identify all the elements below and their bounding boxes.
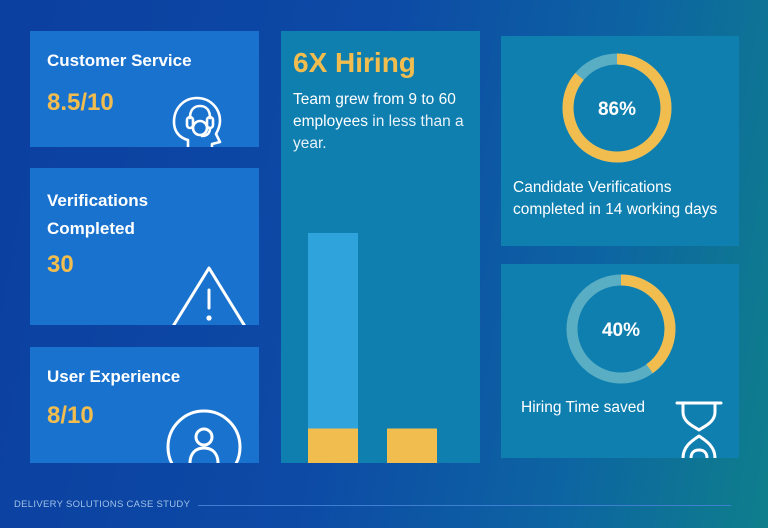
hiring-title: 6X Hiring [293,47,416,78]
hiring-description-rest: in less than a year. [293,113,464,152]
candidate-donut-fill [562,53,672,163]
candidate-verifications-card: 86% Candidate Verifications completed in… [501,36,739,246]
verifications-card: Verifications Completed 30 [30,168,259,325]
customer-service-card: Customer Service 8.5/10 [30,31,259,147]
verifications-count: 30 [47,251,74,278]
warning-triangle-icon [172,266,246,325]
hiring-description: Team grew from 9 to 60 employees in less… [293,89,473,155]
candidate-percent: 86% [598,99,636,120]
hiring-card: 6X Hiring Team grew from 9 to 60 employe… [281,31,480,463]
hiring-time-donut-fill [566,274,676,384]
footer-divider [198,505,731,506]
user-experience-title: User Experience [47,367,181,386]
candidate-caption: Candidate Verifications completed in 14 … [513,179,718,218]
footer-label: DELIVERY SOLUTIONS CASE STUDY [14,499,191,510]
hiring-bar-chart [308,233,437,463]
verifications-title-line2: Completed [47,219,135,238]
customer-service-score: 8.5/10 [47,89,114,116]
hourglass-icon [675,401,723,458]
user-experience-score: 8/10 [47,402,94,429]
bar-before-original-team [308,428,358,463]
hiring-time-caption: Hiring Time saved [521,399,646,416]
headset-icon [172,96,222,147]
bar-before-growth [308,233,358,429]
verifications-title-line1: Verifications [47,191,149,210]
user-circle-icon [166,409,242,463]
user-experience-card: User Experience 8/10 [30,347,259,463]
bar-after-original-team [387,428,437,463]
hiring-time-percent: 40% [602,320,640,341]
customer-service-title: Customer Service [47,51,192,70]
candidate-donut-chart: 86% [562,53,672,163]
hiring-time-donut-chart: 40% [566,274,676,384]
hiring-time-card: 40% Hiring Time saved [501,264,739,458]
hiring-description-emphasis: Team grew from 9 to 60 employees [293,91,456,130]
